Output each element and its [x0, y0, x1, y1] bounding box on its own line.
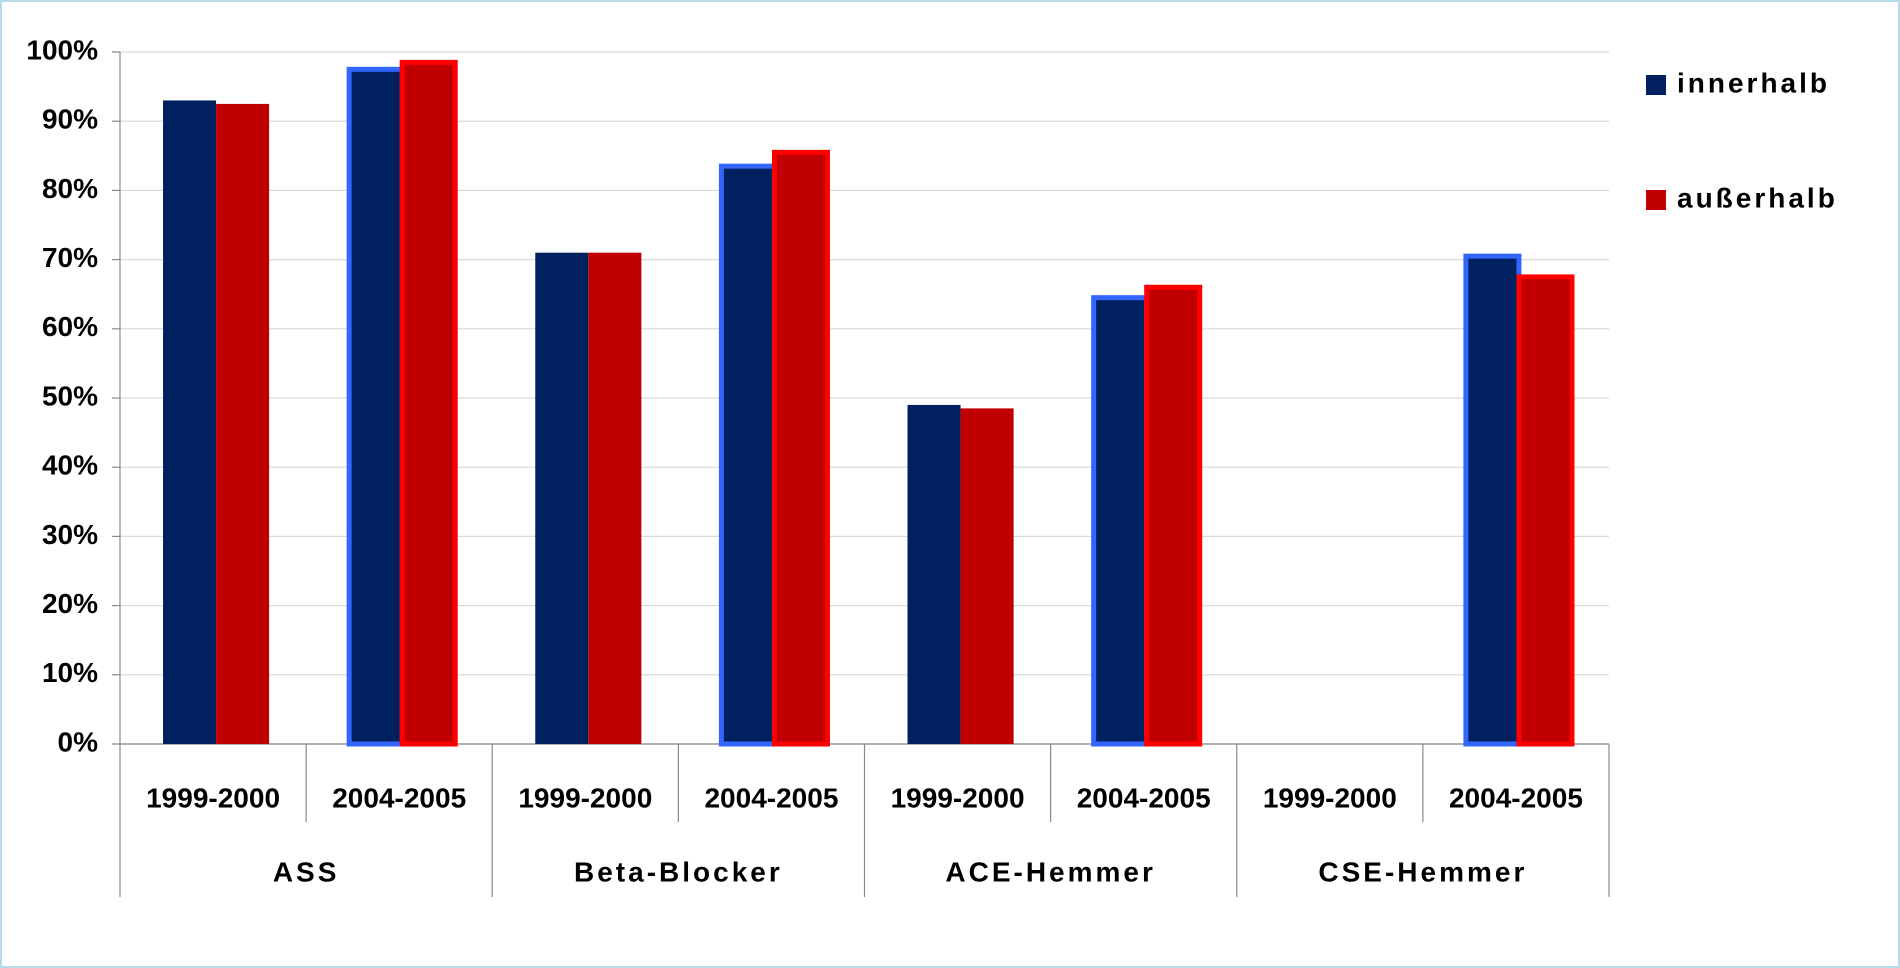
- x-tick-label: 2004-2005: [1077, 782, 1211, 813]
- y-tick-label: 50%: [42, 380, 98, 411]
- x-tick-label: 2004-2005: [332, 782, 466, 813]
- group-label: Beta-Blocker: [574, 856, 783, 887]
- legend-swatch: [1646, 190, 1666, 210]
- x-tick-label: 1999-2000: [518, 782, 652, 813]
- y-tick-label: 0%: [58, 726, 99, 757]
- bar: [588, 252, 642, 744]
- group-label: CSE-Hemmer: [1318, 856, 1527, 887]
- bar: [163, 100, 217, 744]
- bar: [216, 103, 270, 744]
- y-tick-label: 70%: [42, 242, 98, 273]
- x-tick-label: 1999-2000: [891, 782, 1025, 813]
- y-tick-label: 30%: [42, 519, 98, 550]
- bar: [718, 163, 777, 747]
- y-tick-label: 10%: [42, 657, 98, 688]
- bar: [1516, 274, 1575, 747]
- y-tick-label: 90%: [42, 104, 98, 135]
- bar: [771, 149, 830, 747]
- group-label: ASS: [273, 856, 340, 887]
- legend-swatch: [1646, 75, 1666, 95]
- x-tick-label: 2004-2005: [704, 782, 838, 813]
- y-tick-label: 100%: [26, 34, 98, 65]
- group-label: ACE-Hemmer: [945, 856, 1156, 887]
- y-tick-label: 60%: [42, 311, 98, 342]
- legend-label: außerhalb: [1677, 182, 1838, 213]
- bar: [1463, 253, 1522, 747]
- bar: [960, 408, 1014, 744]
- bar: [399, 59, 458, 747]
- bar: [907, 404, 961, 744]
- bar: [346, 66, 405, 747]
- y-tick-label: 40%: [42, 450, 98, 481]
- bar: [1144, 284, 1203, 747]
- x-tick-label: 2004-2005: [1449, 782, 1583, 813]
- legend-label: innerhalb: [1677, 67, 1830, 98]
- x-tick-label: 1999-2000: [146, 782, 280, 813]
- bar: [1091, 295, 1150, 747]
- y-tick-label: 20%: [42, 588, 98, 619]
- bar: [535, 252, 589, 744]
- x-tick-label: 1999-2000: [1263, 782, 1397, 813]
- y-tick-label: 80%: [42, 173, 98, 204]
